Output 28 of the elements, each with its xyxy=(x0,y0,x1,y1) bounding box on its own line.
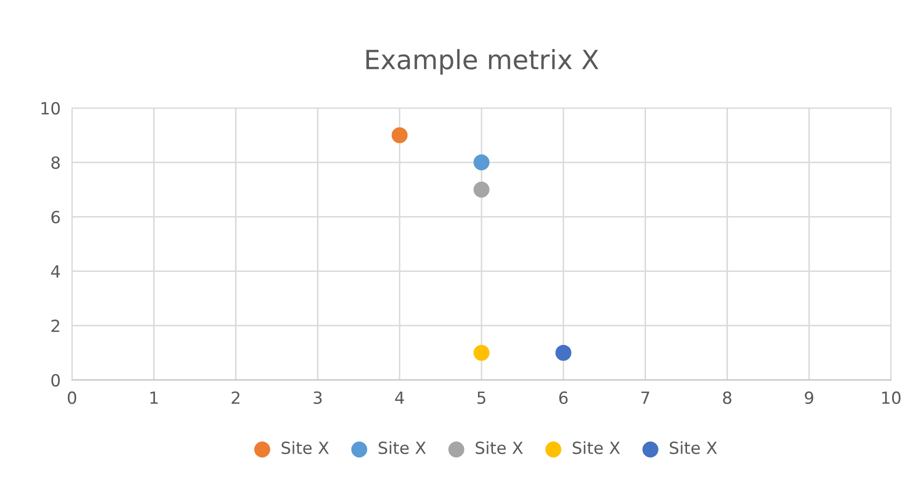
x-tick-label: 10 xyxy=(882,391,900,404)
x-tick-label: 4 xyxy=(395,392,404,404)
point xyxy=(474,344,490,361)
legend-label: Site X xyxy=(282,441,329,454)
x-tick-label: 3 xyxy=(314,391,322,404)
point xyxy=(474,182,490,198)
x-tick-label: 0 xyxy=(68,391,76,404)
y-tick-label: 4 xyxy=(51,265,60,278)
x-tick-label: 9 xyxy=(804,391,814,404)
point xyxy=(474,154,490,170)
legend-label: Site X xyxy=(378,441,426,454)
y-tick-label: 0 xyxy=(51,374,60,387)
x-tick-label: 6 xyxy=(559,391,568,404)
legend-label: Site X xyxy=(670,441,717,454)
y-tick-label: 6 xyxy=(51,210,60,224)
legend-label: Site X xyxy=(476,441,523,454)
y-tick-label: 10 xyxy=(42,102,60,115)
x-tick-label: 8 xyxy=(723,391,732,404)
point xyxy=(392,127,408,144)
x-tick-label: 5 xyxy=(477,392,486,404)
x-tick-label: 2 xyxy=(232,391,240,404)
point xyxy=(555,344,572,361)
legend-label: Site X xyxy=(572,441,620,454)
x-tick-label: 1 xyxy=(150,392,158,404)
y-tick-label: 2 xyxy=(52,320,60,332)
chart-title: Example metrix X xyxy=(366,49,598,75)
y-tick-label: 8 xyxy=(51,156,60,169)
x-tick-label: 7 xyxy=(641,392,650,404)
